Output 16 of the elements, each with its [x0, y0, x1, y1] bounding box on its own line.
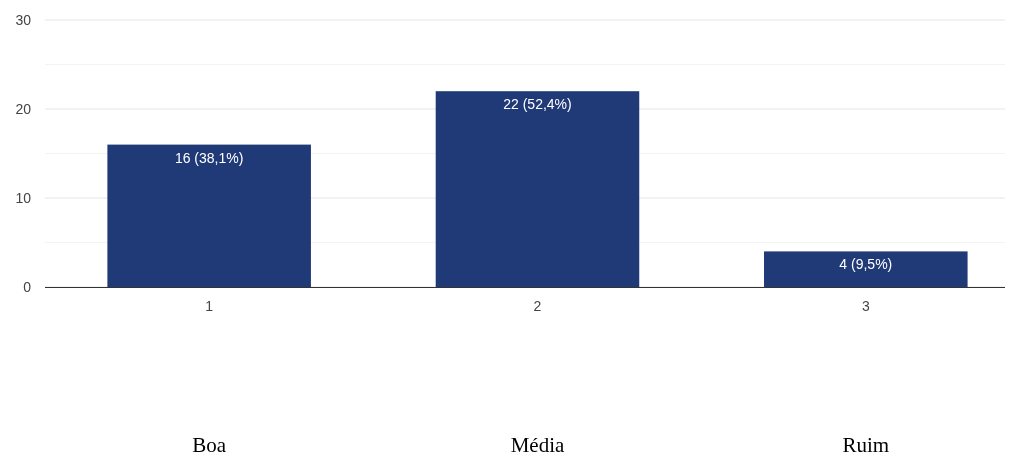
x-tick-label: 1: [205, 297, 214, 314]
data-label: 22 (52,4%): [503, 96, 572, 113]
bar: [435, 91, 640, 287]
bar: [107, 144, 311, 287]
text: Média: [510, 433, 565, 457]
y-tick-label: 20: [15, 100, 32, 117]
bar: [764, 251, 968, 287]
x-tick-label: 3: [861, 297, 870, 314]
y-tick-label: 30: [15, 11, 32, 28]
data-label: 4 (9,5%): [839, 256, 893, 273]
y-tick-label: 10: [15, 189, 32, 206]
text: Boa: [192, 433, 227, 457]
data-label: 16 (38,1%): [174, 149, 244, 166]
x-tick-label: 2: [533, 297, 542, 314]
y-tick-label: 0: [23, 278, 32, 295]
text: Ruim: [842, 433, 890, 457]
